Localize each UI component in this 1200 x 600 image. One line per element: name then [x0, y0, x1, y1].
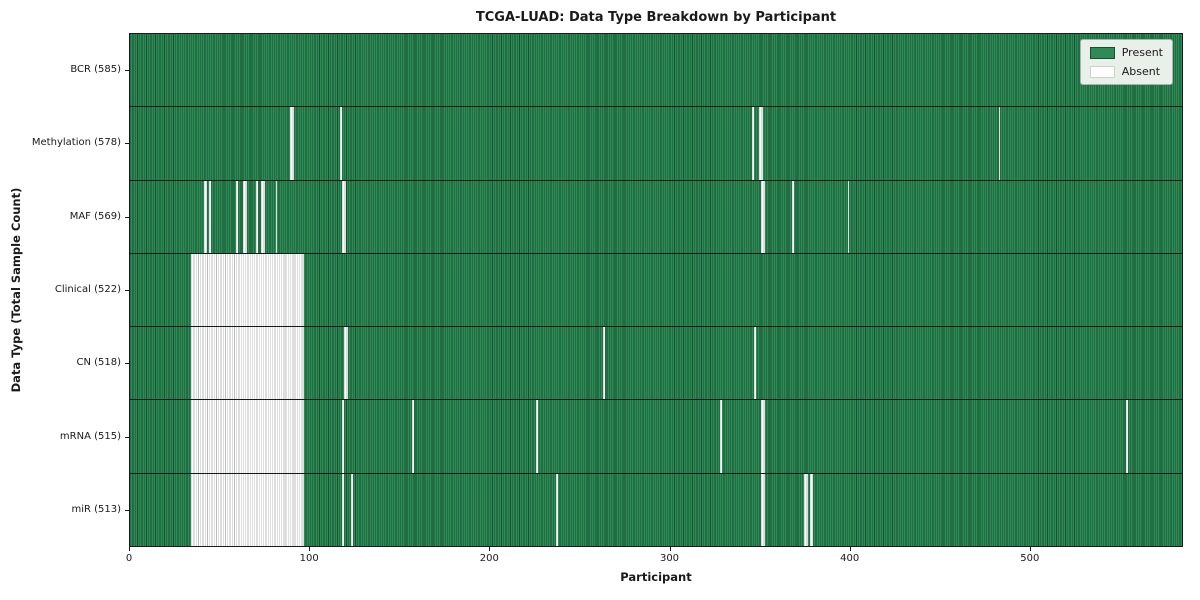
- absent-segment: [351, 473, 353, 546]
- absent-segment: [275, 180, 278, 253]
- absent-segment: [761, 180, 765, 253]
- absent-segment: [342, 400, 344, 473]
- absent-swatch-icon: [1089, 65, 1115, 78]
- absent-segment: [754, 327, 756, 400]
- absent-segment: [556, 473, 558, 546]
- absent-segment: [342, 473, 344, 546]
- x-tick-mark: [1029, 547, 1031, 551]
- x-tick-label: 0: [125, 553, 133, 564]
- y-tick-mark: [125, 216, 129, 218]
- legend-entry-absent: Absent: [1089, 65, 1163, 78]
- absent-segment: [191, 253, 305, 327]
- x-tick-label: 500: [1020, 553, 1040, 564]
- x-axis-label: Participant: [620, 570, 692, 584]
- absent-segment: [191, 400, 305, 473]
- absent-segment: [809, 473, 814, 546]
- absent-segment: [761, 400, 765, 473]
- absent-segment: [602, 327, 605, 400]
- absent-segment: [261, 180, 265, 253]
- y-tick-label: Methylation (578): [31, 137, 121, 149]
- heatmap-row-mRNA: [130, 400, 1182, 474]
- absent-segment: [752, 107, 754, 180]
- y-axis-label: Data Type (Total Sample Count): [9, 187, 23, 393]
- y-tick-label: miR (513): [71, 504, 121, 516]
- present-swatch-icon: [1089, 46, 1115, 59]
- heatmap-row-BCR: [130, 34, 1182, 108]
- absent-segment: [209, 180, 211, 253]
- heatmap-row-miR: [130, 473, 1182, 546]
- absent-segment: [203, 180, 208, 253]
- absent-segment: [191, 473, 305, 546]
- x-tick-label: 400: [840, 553, 860, 564]
- absent-segment: [791, 180, 794, 253]
- x-tick-mark: [669, 547, 671, 551]
- y-tick-mark: [125, 436, 129, 438]
- y-tick-mark: [125, 510, 129, 512]
- x-tick-mark: [849, 547, 851, 551]
- absent-segment: [243, 180, 247, 253]
- absent-segment: [412, 400, 415, 473]
- absent-segment: [290, 107, 294, 180]
- absent-segment: [340, 107, 343, 180]
- absent-segment: [536, 400, 539, 473]
- legend-label-absent: Absent: [1121, 65, 1161, 78]
- y-tick-label: BCR (585): [70, 63, 121, 75]
- heatmap-row-Methylation: [130, 107, 1182, 181]
- absent-segment: [1126, 400, 1129, 473]
- absent-segment: [342, 180, 346, 253]
- absent-segment: [343, 327, 348, 400]
- y-tick-label: CN (518): [76, 357, 121, 369]
- y-tick-mark: [125, 290, 129, 291]
- absent-segment: [804, 473, 808, 546]
- x-tick-mark: [489, 547, 491, 551]
- y-tick-mark: [125, 69, 129, 71]
- absent-segment: [847, 180, 850, 253]
- plot-area: [129, 33, 1183, 547]
- y-tick-mark: [125, 363, 129, 365]
- x-tick-label: 300: [659, 553, 680, 564]
- y-tick-label: mRNA (515): [59, 430, 121, 442]
- legend: Present Absent: [1079, 39, 1173, 85]
- legend-label-present: Present: [1121, 46, 1163, 59]
- absent-segment: [759, 107, 763, 180]
- x-tick-mark: [129, 547, 130, 551]
- heatmap-row-MAF: [130, 180, 1182, 254]
- absent-segment: [191, 327, 305, 400]
- absent-segment: [761, 473, 765, 546]
- x-tick-mark: [309, 547, 311, 551]
- x-tick-label: 100: [299, 553, 319, 564]
- legend-entry-present: Present: [1089, 46, 1163, 59]
- heatmap-row-CN: [130, 327, 1182, 401]
- y-tick-mark: [125, 143, 129, 145]
- chart-title: TCGA-LUAD: Data Type Breakdown by Partic…: [475, 10, 837, 25]
- y-tick-label: MAF (569): [69, 210, 121, 222]
- y-tick-label: Clinical (522): [54, 284, 121, 295]
- absent-segment: [236, 180, 238, 253]
- x-tick-label: 200: [479, 553, 499, 564]
- absent-segment: [719, 400, 722, 473]
- absent-segment: [998, 107, 1001, 180]
- heatmap-row-Clinical: [130, 253, 1182, 328]
- absent-segment: [255, 180, 258, 253]
